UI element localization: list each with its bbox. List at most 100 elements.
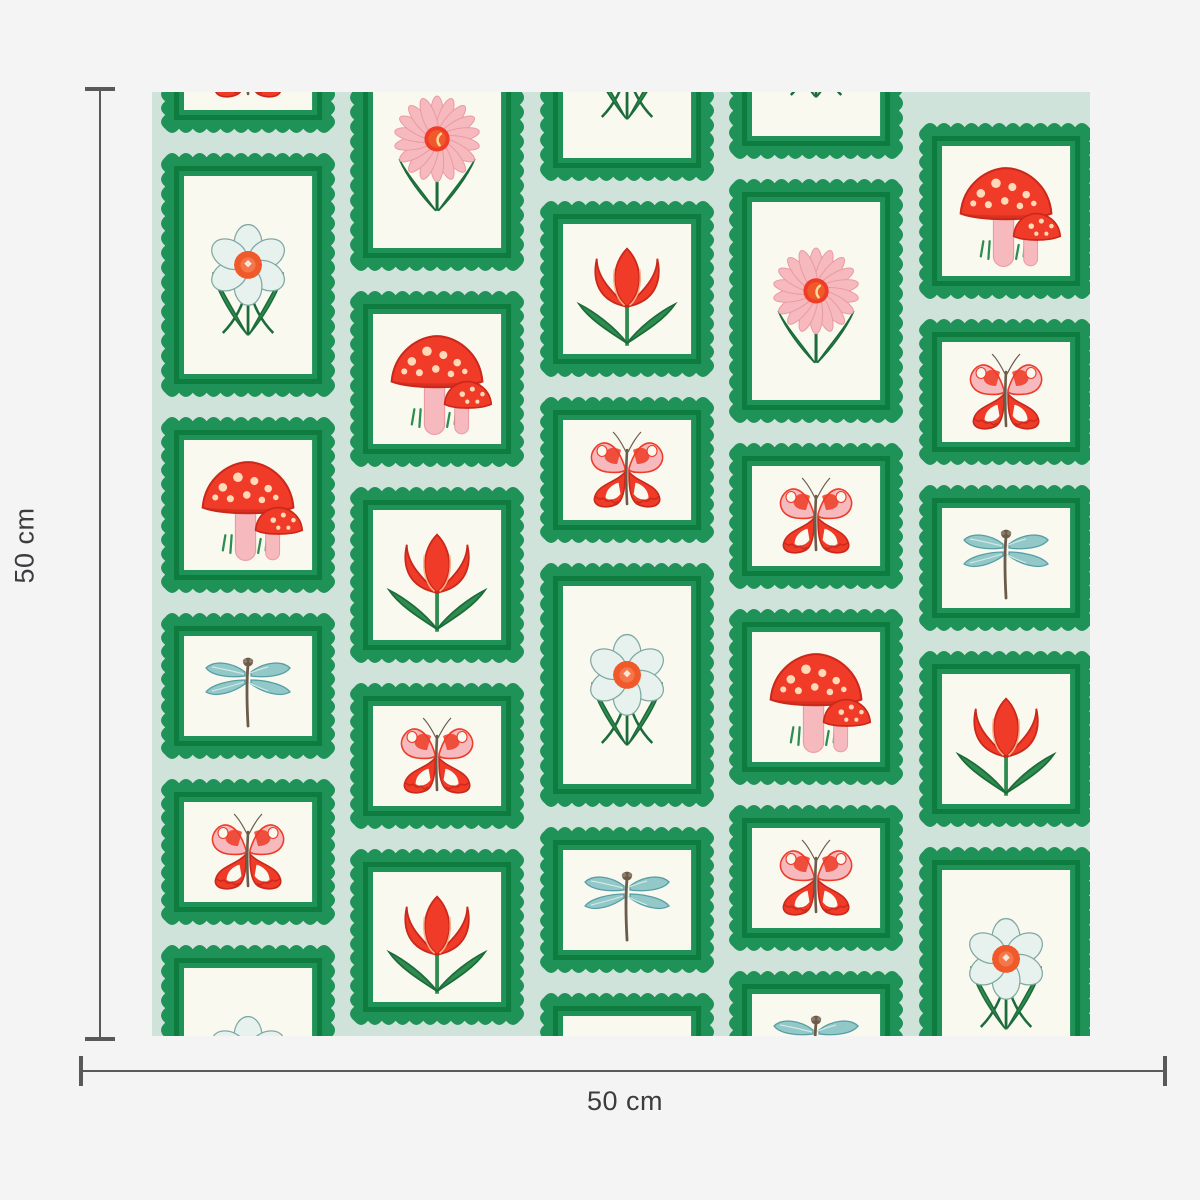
stamp-dragonfly[interactable] xyxy=(916,482,1090,634)
stamp-frame xyxy=(916,648,1090,830)
motif-butterfly-icon xyxy=(753,828,879,928)
stamp-butterfly[interactable] xyxy=(726,802,906,954)
motif-butterfly-icon xyxy=(943,342,1069,442)
width-ruler-line xyxy=(80,1070,1165,1072)
stamp-column xyxy=(158,92,338,1036)
motif-mushroom-icon xyxy=(753,632,879,762)
motif-dragonfly-icon xyxy=(185,636,311,736)
stamp-frame xyxy=(916,482,1090,634)
stamp-butterfly[interactable] xyxy=(158,776,338,928)
stamp-frame xyxy=(158,150,338,400)
stamp-tulip[interactable] xyxy=(537,198,717,380)
stamp-frame xyxy=(158,776,338,928)
stamp-frame xyxy=(347,92,527,274)
width-ruler-cap-right xyxy=(1163,1056,1167,1086)
motif-daffodil-icon xyxy=(185,176,311,374)
stamp-butterfly[interactable] xyxy=(916,316,1090,468)
stamp-column xyxy=(916,92,1090,1036)
stamp-frame xyxy=(726,802,906,954)
motif-tulip-icon xyxy=(374,510,500,640)
stamp-daffodil[interactable] xyxy=(537,560,717,810)
stamp-frame xyxy=(158,414,338,596)
motif-daffodil-icon xyxy=(564,92,690,158)
motif-tulip-icon xyxy=(564,1016,690,1036)
stamp-frame xyxy=(916,316,1090,468)
motif-mushroom-icon xyxy=(185,440,311,570)
motif-butterfly-icon xyxy=(753,466,879,566)
stamp-mushroom[interactable] xyxy=(916,120,1090,302)
motif-dragonfly-icon xyxy=(753,994,879,1036)
stamp-tulip[interactable] xyxy=(537,990,717,1036)
motif-butterfly-icon xyxy=(564,420,690,520)
motif-butterfly-icon xyxy=(185,92,311,110)
stamp-daffodil[interactable] xyxy=(916,844,1090,1036)
height-ruler-cap-top xyxy=(85,87,115,91)
stamp-column xyxy=(726,92,906,1036)
scalloped-border xyxy=(726,968,906,1036)
stamp-dragonfly[interactable] xyxy=(726,968,906,1036)
motif-dragonfly-icon xyxy=(943,508,1069,608)
scalloped-border xyxy=(158,92,338,136)
stamp-tulip[interactable] xyxy=(347,484,527,666)
stamp-butterfly[interactable] xyxy=(158,92,338,136)
height-label: 50 cm xyxy=(9,507,40,584)
stamp-frame xyxy=(158,610,338,762)
motif-daffodil-icon xyxy=(943,870,1069,1036)
height-ruler-line xyxy=(99,88,101,1040)
motif-tulip-icon xyxy=(564,224,690,354)
motif-daffodil-icon xyxy=(753,92,879,136)
stamp-tulip[interactable] xyxy=(916,648,1090,830)
stamp-frame xyxy=(347,680,527,832)
stamp-tulip[interactable] xyxy=(347,846,527,1028)
stamp-frame xyxy=(347,288,527,470)
stamp-mushroom[interactable] xyxy=(158,414,338,596)
stamp-butterfly[interactable] xyxy=(347,680,527,832)
motif-tulip-icon xyxy=(943,674,1069,804)
stamp-frame xyxy=(347,846,527,1028)
stamp-mushroom[interactable] xyxy=(726,606,906,788)
stamp-column xyxy=(537,92,717,1036)
stamp-butterfly[interactable] xyxy=(726,440,906,592)
motif-daffodil-icon xyxy=(185,968,311,1036)
stamp-frame xyxy=(537,560,717,810)
motif-dragonfly-icon xyxy=(564,850,690,950)
pattern-swatch[interactable] xyxy=(152,92,1090,1036)
stamp-frame xyxy=(537,824,717,976)
stamp-frame xyxy=(726,440,906,592)
stamp-frame xyxy=(537,990,717,1036)
motif-daffodil-icon xyxy=(564,586,690,784)
stamp-daffodil[interactable] xyxy=(158,942,338,1036)
stamp-frame xyxy=(726,606,906,788)
stamp-mushroom[interactable] xyxy=(347,288,527,470)
stamp-frame xyxy=(726,968,906,1036)
stamp-frame xyxy=(916,120,1090,302)
stamp-frame xyxy=(158,92,338,136)
stamp-frame xyxy=(726,176,906,426)
stamp-daisy[interactable] xyxy=(347,92,527,274)
stamp-frame xyxy=(726,92,906,162)
stamp-frame xyxy=(158,942,338,1036)
stamp-frame xyxy=(537,92,717,184)
stamp-daffodil[interactable] xyxy=(537,92,717,184)
stamp-frame xyxy=(347,484,527,666)
stamp-butterfly[interactable] xyxy=(537,394,717,546)
stamp-frame xyxy=(916,844,1090,1036)
stamp-daffodil[interactable] xyxy=(726,92,906,162)
stamp-column xyxy=(347,92,527,1036)
stamp-daffodil[interactable] xyxy=(158,150,338,400)
motif-daisy-icon xyxy=(374,92,500,248)
stamp-frame xyxy=(537,198,717,380)
scalloped-border xyxy=(537,990,717,1036)
scalloped-border xyxy=(537,198,717,380)
height-ruler-cap-bottom xyxy=(85,1037,115,1041)
stamp-dragonfly[interactable] xyxy=(537,824,717,976)
motif-daisy-icon xyxy=(753,202,879,400)
stamp-frame xyxy=(537,394,717,546)
stamp-daisy[interactable] xyxy=(726,176,906,426)
stamp-dragonfly[interactable] xyxy=(158,610,338,762)
scalloped-border xyxy=(726,92,906,162)
motif-butterfly-icon xyxy=(374,706,500,806)
motif-mushroom-icon xyxy=(943,146,1069,276)
width-label: 50 cm xyxy=(586,1086,664,1116)
